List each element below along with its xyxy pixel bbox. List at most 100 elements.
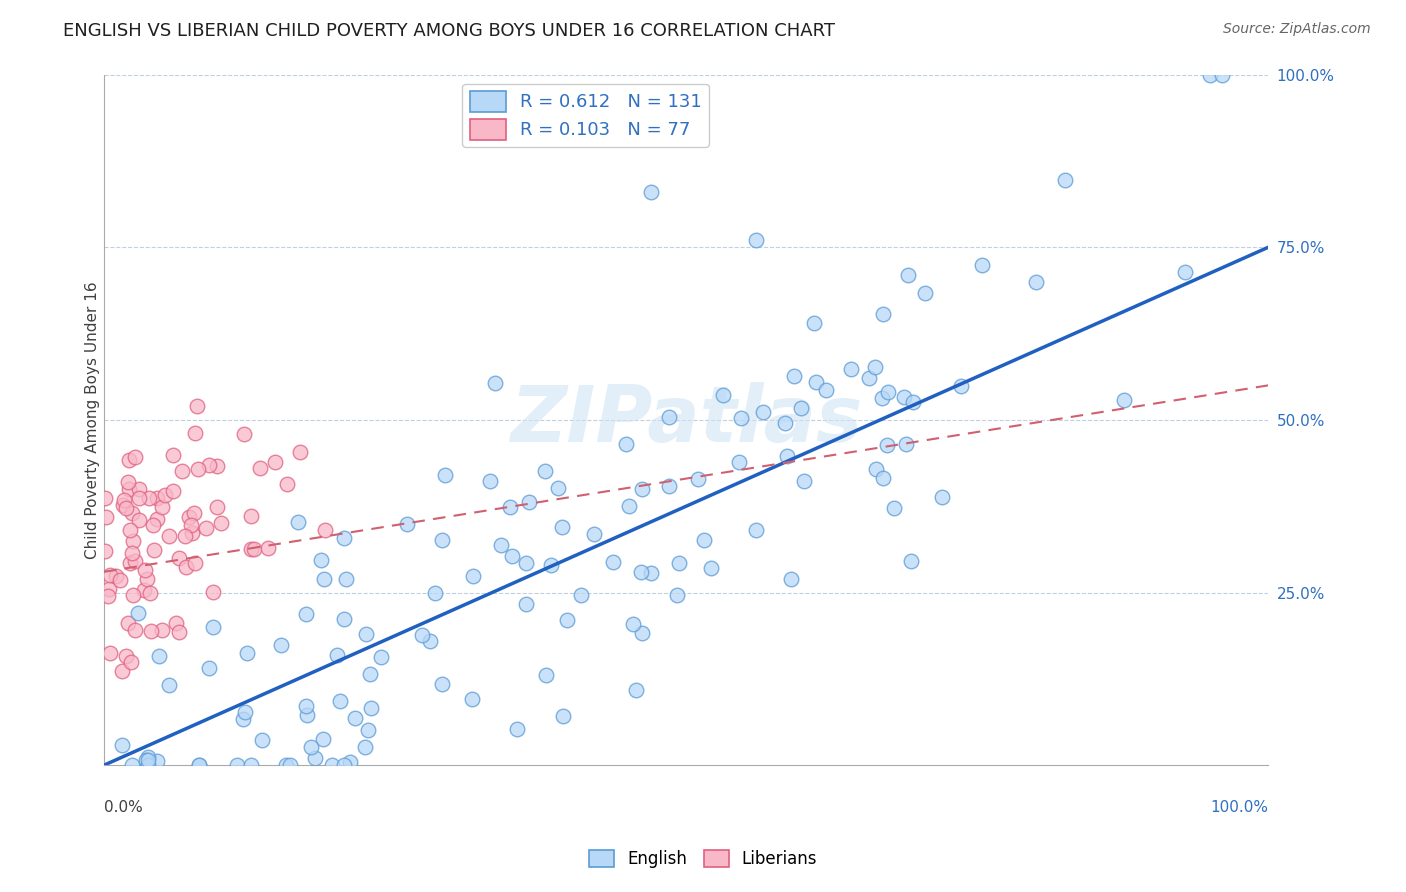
Point bbox=[870, 391, 893, 405]
Point bbox=[122, 534, 145, 549]
Point bbox=[209, 516, 232, 530]
Point bbox=[312, 572, 335, 586]
Point bbox=[1199, 68, 1222, 82]
Point bbox=[304, 751, 326, 765]
Point bbox=[124, 623, 146, 637]
Point bbox=[506, 722, 529, 736]
Point bbox=[177, 509, 200, 524]
Point bbox=[430, 676, 453, 690]
Point bbox=[249, 461, 271, 475]
Point bbox=[602, 555, 624, 569]
Point bbox=[128, 513, 150, 527]
Text: ENGLISH VS LIBERIAN CHILD POVERTY AMONG BOYS UNDER 16 CORRELATION CHART: ENGLISH VS LIBERIAN CHILD POVERTY AMONG … bbox=[63, 22, 835, 40]
Point bbox=[914, 285, 936, 300]
Point bbox=[146, 754, 169, 768]
Point bbox=[668, 556, 690, 570]
Point bbox=[115, 501, 138, 516]
Point bbox=[582, 526, 605, 541]
Point bbox=[202, 585, 225, 599]
Point bbox=[1053, 173, 1076, 187]
Point bbox=[155, 488, 177, 502]
Point bbox=[112, 493, 135, 508]
Point bbox=[118, 482, 141, 496]
Point bbox=[195, 521, 218, 535]
Point bbox=[418, 634, 440, 648]
Point bbox=[461, 692, 484, 706]
Point bbox=[121, 506, 143, 520]
Point bbox=[396, 517, 419, 532]
Point bbox=[183, 506, 205, 520]
Point bbox=[233, 705, 256, 719]
Point bbox=[489, 538, 512, 552]
Point bbox=[232, 712, 254, 726]
Point bbox=[98, 646, 121, 660]
Point bbox=[225, 758, 247, 772]
Point bbox=[630, 566, 652, 580]
Point bbox=[139, 624, 162, 638]
Point bbox=[174, 529, 197, 543]
Point bbox=[752, 405, 775, 419]
Point bbox=[197, 458, 219, 472]
Point bbox=[461, 569, 484, 583]
Point bbox=[180, 526, 202, 541]
Point bbox=[138, 491, 160, 506]
Point bbox=[186, 399, 208, 413]
Point bbox=[295, 708, 318, 723]
Point bbox=[250, 732, 273, 747]
Point bbox=[773, 416, 796, 430]
Point bbox=[142, 543, 165, 558]
Point bbox=[551, 519, 574, 533]
Point bbox=[98, 568, 121, 582]
Text: 100.0%: 100.0% bbox=[1211, 800, 1268, 814]
Point bbox=[631, 482, 654, 496]
Point bbox=[170, 464, 193, 478]
Point bbox=[276, 477, 298, 491]
Point bbox=[236, 646, 259, 660]
Point bbox=[515, 556, 537, 570]
Point bbox=[423, 586, 446, 600]
Point bbox=[872, 307, 894, 321]
Point bbox=[883, 500, 905, 515]
Point bbox=[893, 390, 915, 404]
Point bbox=[128, 482, 150, 496]
Point bbox=[180, 518, 202, 533]
Point bbox=[138, 754, 160, 768]
Legend: R = 0.612   N = 131, R = 0.103   N = 77: R = 0.612 N = 131, R = 0.103 N = 77 bbox=[463, 84, 709, 147]
Point bbox=[274, 758, 297, 772]
Point bbox=[515, 597, 537, 611]
Point bbox=[903, 395, 925, 409]
Y-axis label: Child Poverty Among Boys Under 16: Child Poverty Among Boys Under 16 bbox=[86, 281, 100, 558]
Point bbox=[360, 701, 382, 715]
Point bbox=[287, 515, 309, 529]
Point bbox=[333, 531, 356, 545]
Point bbox=[146, 491, 169, 506]
Point bbox=[1025, 275, 1047, 289]
Point bbox=[207, 458, 229, 473]
Point bbox=[1174, 265, 1197, 279]
Point bbox=[432, 533, 454, 548]
Point bbox=[1114, 392, 1136, 407]
Point bbox=[950, 379, 973, 393]
Point bbox=[782, 369, 804, 384]
Text: 0.0%: 0.0% bbox=[104, 800, 142, 814]
Point bbox=[839, 362, 862, 376]
Point bbox=[257, 541, 280, 555]
Point bbox=[97, 582, 120, 597]
Point bbox=[270, 638, 292, 652]
Point bbox=[240, 509, 263, 524]
Point bbox=[775, 449, 797, 463]
Point bbox=[198, 661, 221, 675]
Point bbox=[745, 523, 768, 537]
Point bbox=[118, 453, 141, 467]
Point bbox=[167, 551, 190, 566]
Text: Source: ZipAtlas.com: Source: ZipAtlas.com bbox=[1223, 22, 1371, 37]
Point bbox=[686, 472, 709, 486]
Point bbox=[790, 401, 813, 416]
Point bbox=[876, 437, 898, 451]
Point bbox=[117, 615, 139, 630]
Point bbox=[232, 426, 254, 441]
Point bbox=[614, 437, 637, 451]
Point bbox=[970, 258, 993, 272]
Point bbox=[162, 448, 184, 462]
Point bbox=[124, 450, 146, 465]
